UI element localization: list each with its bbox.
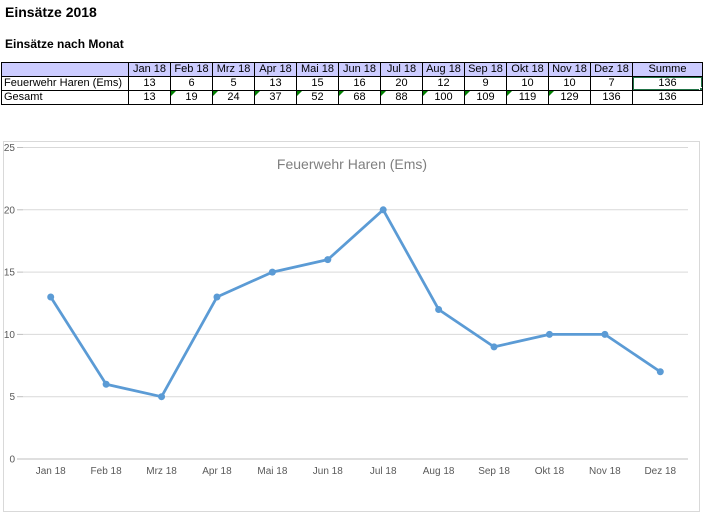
x-axis-label: Jun 18 [313, 466, 343, 477]
row-label[interactable]: Gesamt [1, 90, 129, 105]
month-header-cell[interactable]: Okt 18 [506, 62, 549, 77]
value-cell[interactable]: 119 [506, 90, 549, 105]
section-subtitle: Einsätze nach Monat [5, 37, 124, 51]
value-cell[interactable]: 136 [590, 90, 633, 105]
value-cell[interactable]: 9 [464, 76, 507, 91]
month-header-cell[interactable]: Aug 18 [422, 62, 465, 77]
data-point[interactable] [545, 330, 553, 338]
y-axis-label: 15 [4, 268, 15, 279]
month-header-cell[interactable]: Mai 18 [296, 62, 339, 77]
value-cell[interactable]: 88 [380, 90, 423, 105]
value-cell[interactable]: 10 [548, 76, 591, 91]
value-cell[interactable]: 24 [212, 90, 255, 105]
value-cell[interactable]: 19 [170, 90, 213, 105]
chart[interactable]: 0 5 10 15 20 25 Jan 18 Feb 18 Mrz 18 Apr 18 Mai 18… [3, 141, 700, 512]
value-cell[interactable]: 13 [254, 76, 297, 91]
error-indicator-icon [465, 91, 470, 96]
x-axis-label: Mai 18 [257, 466, 287, 477]
value-cell[interactable]: 10 [506, 76, 549, 91]
table-row: Feuerwehr Haren (Ems) 13 6 5 13 15 16 20 12 9 10 10… [1, 76, 703, 91]
data-table: Jan 18 Feb 18 Mrz 18 Apr 18 Mai 18 Jun 18 Jul … [1, 62, 703, 105]
month-header-cell[interactable]: Nov 18 [548, 62, 591, 77]
x-axis-label: Jan 18 [36, 466, 66, 477]
data-point[interactable] [601, 330, 609, 338]
month-header-cell[interactable]: Feb 18 [170, 62, 213, 77]
x-axis-label: Feb 18 [91, 466, 123, 477]
data-point[interactable] [490, 343, 498, 351]
value-cell[interactable]: 15 [296, 76, 339, 91]
value-cell[interactable]: 100 [422, 90, 465, 105]
error-indicator-icon [213, 91, 218, 96]
selected-cell-border [633, 77, 702, 90]
error-indicator-icon [549, 91, 554, 96]
error-indicator-icon [297, 91, 302, 96]
x-axis-label: Nov 18 [589, 466, 621, 477]
value-cell[interactable]: 12 [422, 76, 465, 91]
chart-title[interactable]: Feuerwehr Haren (Ems) [277, 156, 427, 172]
error-indicator-icon [171, 91, 176, 96]
x-axis-label: Dez 18 [644, 466, 676, 477]
error-indicator-icon [507, 91, 512, 96]
value-cell[interactable]: 13 [128, 76, 171, 91]
data-line [49, 208, 662, 399]
value-cell[interactable]: 13 [128, 90, 171, 105]
data-point[interactable] [379, 206, 387, 214]
y-axis-label: 5 [9, 392, 15, 403]
month-header-cell[interactable]: Sep 18 [464, 62, 507, 77]
y-axis-label: 20 [4, 205, 15, 216]
value-cell[interactable]: 37 [254, 90, 297, 105]
sum-header-cell[interactable]: Summe [632, 62, 703, 77]
month-header-cell[interactable]: Apr 18 [254, 62, 297, 77]
month-header-cell[interactable]: Jul 18 [380, 62, 423, 77]
data-point[interactable] [213, 293, 221, 301]
corner-header-cell[interactable] [1, 62, 129, 77]
x-axis-label: Aug 18 [423, 466, 455, 477]
y-axis-label: 25 [4, 143, 15, 154]
error-indicator-icon [339, 91, 344, 96]
y-axis-label: 10 [4, 330, 15, 341]
page-title: Einsätze 2018 [5, 4, 97, 20]
y-axis-label: 0 [9, 455, 15, 466]
sum-cell[interactable]: 136 [632, 90, 703, 105]
value-cell[interactable]: 109 [464, 90, 507, 105]
value-cell[interactable]: 68 [338, 90, 381, 105]
month-header-cell[interactable]: Jun 18 [338, 62, 381, 77]
table-row: Gesamt 13 19 24 37 52 68 88 100 109 119 129 136 136 [1, 90, 703, 105]
data-point[interactable] [102, 380, 110, 388]
month-header-cell[interactable]: Jan 18 [128, 62, 171, 77]
data-point[interactable] [268, 268, 276, 276]
value-cell[interactable]: 52 [296, 90, 339, 105]
data-point[interactable] [158, 393, 166, 401]
value-cell[interactable]: 20 [380, 76, 423, 91]
value-cell[interactable]: 5 [212, 76, 255, 91]
data-point[interactable] [435, 305, 443, 313]
value-cell[interactable]: 129 [548, 90, 591, 105]
error-indicator-icon [255, 91, 260, 96]
fill-handle[interactable] [699, 87, 702, 90]
value-cell[interactable]: 7 [590, 76, 633, 91]
month-header-cell[interactable]: Dez 18 [590, 62, 633, 77]
x-axis-label: Mrz 18 [146, 466, 177, 477]
value-cell[interactable]: 16 [338, 76, 381, 91]
month-header-cell[interactable]: Mrz 18 [212, 62, 255, 77]
value-cell[interactable]: 6 [170, 76, 213, 91]
x-axis-label: Sep 18 [478, 466, 510, 477]
data-point[interactable] [656, 368, 664, 376]
error-indicator-icon [423, 91, 428, 96]
x-axis-label: Okt 18 [535, 466, 565, 477]
x-axis-label: Apr 18 [202, 466, 232, 477]
data-point[interactable] [324, 256, 332, 264]
row-label[interactable]: Feuerwehr Haren (Ems) [1, 76, 129, 91]
error-indicator-icon [381, 91, 386, 96]
x-axis-label: Jul 18 [370, 466, 397, 477]
sum-cell[interactable]: 136 [632, 76, 703, 91]
chart-canvas: 0 5 10 15 20 25 Jan 18 Feb 18 Mrz 18 Apr 18 Mai 18… [4, 143, 688, 477]
data-point[interactable] [47, 293, 55, 301]
